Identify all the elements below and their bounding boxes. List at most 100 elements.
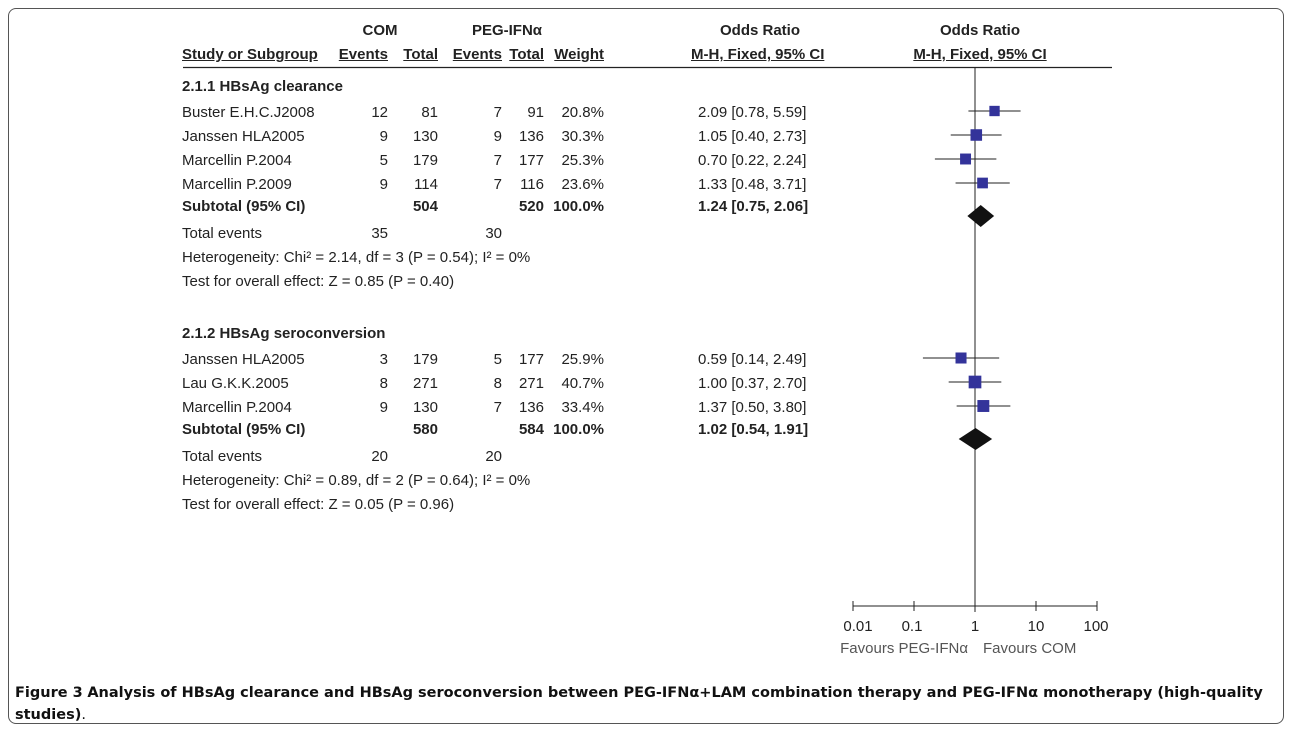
axis-tick-label: 1	[970, 618, 980, 635]
subtotal-weight: 100.0%	[553, 198, 604, 215]
figure-label: Figure 3	[15, 685, 83, 701]
total-events-label: Total events	[182, 448, 263, 465]
header-plot-method: M-H, Fixed, 95% CI	[913, 46, 1047, 63]
subtotal-total-1: 580	[412, 421, 438, 438]
events-1: 12	[371, 104, 388, 121]
odds-ratio-ci: 1.00 [0.37, 2.70]	[698, 375, 807, 392]
header-weight: Weight	[554, 46, 604, 63]
subtotal-weight: 100.0%	[553, 421, 604, 438]
header-events-1: Events	[338, 46, 388, 63]
events-2: 7	[493, 152, 502, 169]
total-2: 177	[518, 152, 544, 169]
total-events-1: 20	[371, 448, 388, 465]
events-1: 9	[379, 399, 388, 416]
overall-effect-text: Test for overall effect: Z = 0.85 (P = 0…	[182, 273, 455, 290]
subtotal-total-1: 504	[412, 198, 438, 215]
study-marker	[989, 105, 1000, 117]
study-name: Janssen HLA2005	[182, 128, 305, 145]
favours-right-label: Favours COM	[983, 640, 1077, 657]
study-marker	[970, 129, 983, 141]
total-1: 130	[412, 399, 438, 416]
subtotal-label: Subtotal (95% CI)	[182, 198, 306, 215]
total-2: 136	[518, 128, 544, 145]
odds-ratio-ci: 0.59 [0.14, 2.49]	[698, 351, 807, 368]
odds-ratio-ci: 1.05 [0.40, 2.73]	[698, 128, 807, 145]
events-1: 9	[379, 176, 388, 193]
odds-ratio-ci: 2.09 [0.78, 5.59]	[698, 104, 807, 121]
header-group2: PEG-IFNα	[471, 22, 543, 39]
subtotal-ci: 1.02 [0.54, 1.91]	[698, 421, 809, 438]
total-events-2: 20	[485, 448, 502, 465]
odds-ratio-ci: 0.70 [0.22, 2.24]	[698, 152, 807, 169]
total-2: 91	[527, 104, 544, 121]
events-2: 7	[493, 104, 502, 121]
total-1: 179	[412, 152, 438, 169]
header-total-2: Total	[509, 46, 544, 63]
axis-tick-label: 0.1	[901, 618, 923, 635]
total-1: 179	[412, 351, 438, 368]
study-name: Buster E.H.C.J2008	[182, 104, 315, 121]
total-2: 136	[518, 399, 544, 416]
total-2: 116	[520, 176, 544, 193]
subtotal-label: Subtotal (95% CI)	[182, 421, 306, 438]
heterogeneity-text: Heterogeneity: Chi² = 2.14, df = 3 (P = …	[182, 249, 531, 266]
subtotal-total-2: 520	[518, 198, 544, 215]
events-1: 9	[379, 128, 388, 145]
subtotal-ci: 1.24 [0.75, 2.06]	[698, 198, 809, 215]
study-marker	[960, 153, 972, 165]
header-study-col: Study or Subgroup	[182, 46, 318, 63]
events-1: 3	[379, 351, 388, 368]
events-2: 7	[493, 176, 502, 193]
events-2: 7	[493, 399, 502, 416]
header-group1: COM	[362, 22, 398, 39]
weight: 20.8%	[561, 104, 604, 121]
total-1: 271	[412, 375, 438, 392]
total-events-1: 35	[371, 225, 388, 242]
total-events-label: Total events	[182, 225, 263, 242]
figure-caption: Figure 3 Analysis of HBsAg clearance and…	[15, 682, 1280, 726]
pooled-diamond	[967, 205, 995, 227]
study-name: Lau G.K.K.2005	[182, 375, 289, 392]
subtotal-total-2: 584	[518, 421, 544, 438]
events-1: 5	[379, 152, 388, 169]
header-method: M-H, Fixed, 95% CI	[691, 46, 825, 63]
study-marker	[968, 375, 982, 389]
odds-ratio-ci: 1.33 [0.48, 3.71]	[698, 176, 807, 193]
weight: 23.6%	[561, 176, 604, 193]
weight: 30.3%	[561, 128, 604, 145]
heterogeneity-text: Heterogeneity: Chi² = 0.89, df = 2 (P = …	[182, 472, 531, 489]
header-events-2: Events	[452, 46, 502, 63]
header-total-1: Total	[403, 46, 438, 63]
total-events-2: 30	[485, 225, 502, 242]
total-1: 114	[414, 176, 438, 193]
total-2: 271	[518, 375, 544, 392]
weight: 25.9%	[561, 351, 604, 368]
study-marker	[977, 400, 990, 412]
overall-effect-text: Test for overall effect: Z = 0.05 (P = 0…	[182, 496, 455, 513]
study-name: Marcellin P.2009	[182, 176, 292, 193]
study-name: Marcellin P.2004	[182, 399, 292, 416]
total-2: 177	[518, 351, 544, 368]
events-2: 5	[493, 351, 502, 368]
header-plot-title: Odds Ratio	[939, 22, 1020, 39]
header-effect: Odds Ratio	[719, 22, 800, 39]
events-1: 8	[379, 375, 388, 392]
favours-left-label: Favours PEG-IFNα	[840, 640, 968, 657]
caption-text: Analysis of HBsAg clearance and HBsAg se…	[15, 685, 1263, 723]
figure-frame	[8, 8, 1284, 724]
events-2: 9	[493, 128, 502, 145]
axis-tick-label: 0.01	[843, 618, 873, 635]
pooled-diamond	[958, 428, 993, 450]
weight: 40.7%	[561, 375, 604, 392]
total-1: 81	[421, 104, 438, 121]
total-1: 130	[412, 128, 438, 145]
subgroup-title: 2.1.1 HBsAg clearance	[182, 78, 343, 95]
events-2: 8	[493, 375, 502, 392]
study-name: Marcellin P.2004	[182, 152, 292, 169]
study-name: Janssen HLA2005	[182, 351, 305, 368]
axis-tick-label: 100	[1083, 618, 1109, 635]
caption-end: .	[81, 707, 86, 723]
subgroup-title: 2.1.2 HBsAg seroconversion	[182, 325, 386, 342]
weight: 33.4%	[561, 399, 604, 416]
